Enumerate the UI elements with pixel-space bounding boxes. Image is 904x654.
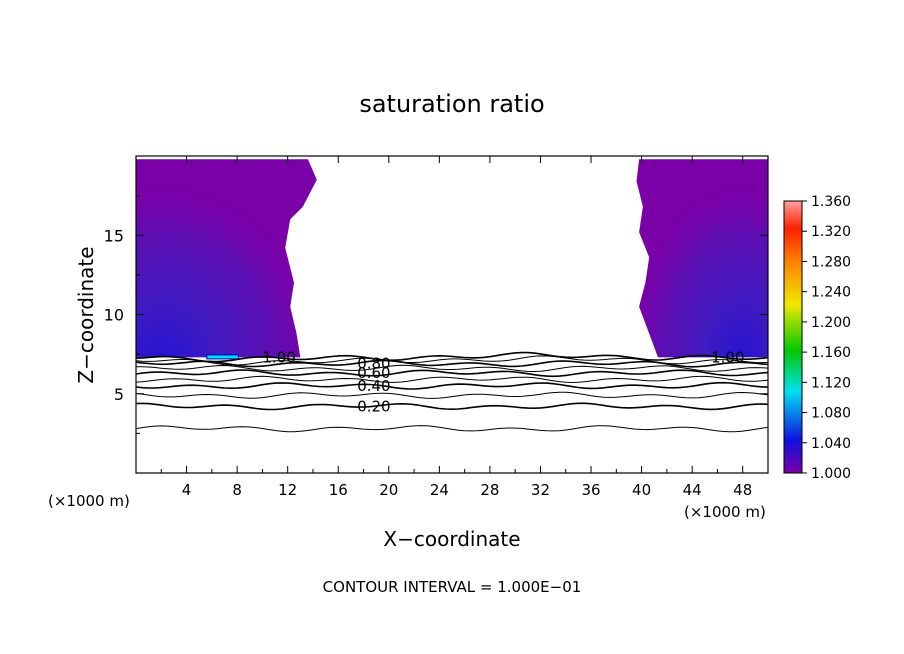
contour-label: 1.00 (711, 348, 744, 366)
x-tick-label: 40 (632, 481, 651, 499)
colorbar-tick-label: 1.040 (811, 436, 851, 452)
contour-label: 0.40 (357, 377, 390, 395)
supersaturated-region-left-shading (136, 159, 317, 358)
contour-line (136, 402, 768, 411)
x-tick-label: 8 (232, 481, 242, 499)
x-tick-label: 12 (278, 481, 297, 499)
colorbar-tick-label: 1.160 (811, 345, 851, 361)
x-tick-label: 24 (430, 481, 449, 499)
colorbar-tick-label: 1.240 (811, 285, 851, 301)
contour-line (136, 381, 768, 390)
chart-title: saturation ratio (359, 90, 544, 118)
y-axis-ticks: 5 10 15 (104, 195, 768, 434)
contour-label: 0.20 (357, 397, 390, 415)
contour-lines (136, 351, 768, 433)
x-axis-label: X−coordinate (383, 527, 520, 551)
x-unit-left: (×1000 m) (48, 492, 130, 510)
colorbar-tick-label: 1.280 (811, 254, 851, 270)
supersaturated-region-right-shading (636, 159, 768, 358)
colorbar-tick-label: 1.000 (811, 466, 851, 482)
colorbar-tick-label: 1.200 (811, 315, 851, 331)
colorbar-tick-label: 1.360 (811, 194, 851, 210)
contour-line (136, 391, 768, 399)
contour-label: 1.00 (262, 348, 295, 366)
contour-label: 0.80 (357, 355, 390, 373)
contour-line (136, 425, 768, 433)
colorbar-tick-label: 1.120 (811, 375, 851, 391)
x-tick-label: 16 (329, 481, 348, 499)
y-tick-label: 15 (104, 226, 124, 245)
x-tick-label: 32 (531, 481, 550, 499)
x-tick-label: 4 (182, 481, 192, 499)
y-axis-label: Z−coordinate (74, 246, 98, 383)
x-tick-label: 20 (379, 481, 398, 499)
cyan-patch (206, 354, 239, 360)
contour-line (136, 369, 768, 378)
x-tick-label: 44 (683, 481, 702, 499)
x-tick-label: 36 (581, 481, 600, 499)
colorbar-tick-label: 1.080 (811, 406, 851, 422)
y-tick-label: 10 (104, 306, 124, 325)
colorbar (783, 200, 803, 474)
contour-label: 0.60 (357, 364, 390, 382)
y-tick-label: 5 (114, 385, 124, 404)
contour-labels: 0.20 0.400.600.80 1.00 1.00 (262, 348, 744, 415)
contour-line (136, 364, 768, 373)
x-axis-ticks: 4 8 12 16 20 24 28 32 36 40 44 48 (160, 156, 752, 499)
contour-line (136, 351, 768, 363)
colorbar-ticks: 1.360 1.320 1.280 1.240 1.200 1.160 1.120 1.080… (802, 194, 851, 482)
x-unit-right: (×1000 m) (684, 503, 766, 521)
contour-line (136, 375, 768, 384)
supersaturated-regions (136, 159, 768, 360)
x-tick-label: 28 (480, 481, 499, 499)
contour-interval-note: CONTOUR INTERVAL = 1.000E−01 (323, 578, 582, 596)
x-tick-label: 48 (733, 481, 752, 499)
colorbar-tick-label: 1.320 (811, 224, 851, 240)
contour-line (136, 355, 768, 366)
